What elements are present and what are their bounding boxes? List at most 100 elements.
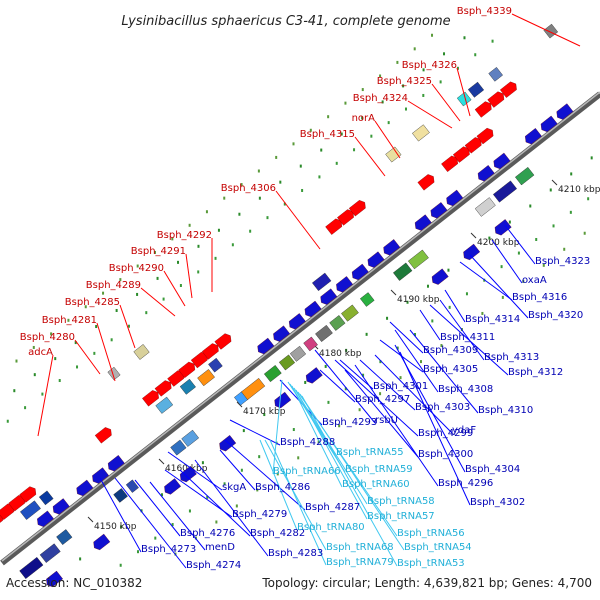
gene-feature	[263, 365, 282, 383]
gc-dot	[361, 116, 364, 120]
label-leader-line	[269, 439, 327, 566]
gc-dot	[345, 348, 348, 352]
label-leader-line	[272, 379, 283, 475]
gc-dot	[240, 183, 243, 187]
gc-dot	[258, 455, 261, 459]
forward-gene-arrow	[417, 174, 435, 191]
reverse-gene-arrow	[37, 510, 54, 527]
gc-dot	[365, 332, 368, 336]
reverse-gene-arrow	[556, 103, 574, 120]
label-leader-line	[456, 67, 471, 117]
gc-dot	[413, 47, 416, 51]
label-leader-line	[96, 322, 116, 382]
label-leader-line	[469, 254, 529, 319]
feature-label: Bsph_4300	[418, 449, 473, 460]
gc-dot	[563, 247, 566, 251]
gene-feature	[208, 357, 223, 373]
gene-feature	[133, 344, 150, 360]
gc-dot	[500, 265, 503, 269]
forward-gene-arrow	[476, 127, 494, 145]
gene-feature	[38, 490, 54, 506]
feature-label: Bsph_4288	[280, 437, 335, 448]
gc-dot	[353, 148, 356, 152]
reverse-gene-arrow	[494, 219, 512, 236]
gc-dot	[33, 373, 36, 377]
gc-dot	[235, 504, 238, 508]
feature-label: Bsph_4305	[423, 364, 478, 375]
gc-dot	[179, 284, 182, 287]
gc-dot	[119, 278, 122, 282]
gc-dot	[481, 311, 484, 315]
reverse-gene-arrow	[288, 313, 306, 330]
reverse-gene-arrow	[351, 263, 369, 281]
gc-dot	[340, 132, 343, 136]
gc-dot	[370, 134, 373, 138]
feature-label: ydaF	[452, 425, 476, 436]
label-leader-line	[299, 393, 405, 551]
gene-feature	[39, 543, 61, 563]
forward-gene-arrow	[464, 137, 482, 154]
gc-dot	[140, 509, 143, 513]
gc-dot	[426, 284, 429, 288]
gc-dot	[344, 387, 347, 391]
gc-dot	[529, 204, 532, 208]
gc-dot	[335, 161, 338, 165]
label-leader-line	[511, 13, 581, 47]
gc-dot	[256, 488, 259, 492]
feature-label: Bsph_4306	[221, 183, 276, 194]
forward-gene-arrow	[325, 218, 343, 235]
gc-dot	[41, 392, 44, 396]
feature-label: Bsph_4281	[42, 315, 97, 326]
reverse-gene-arrow	[525, 128, 542, 145]
label-leader-line	[409, 329, 479, 414]
gc-dot	[127, 324, 130, 328]
gc-dot	[95, 325, 98, 329]
gc-dot	[387, 121, 390, 125]
gene-feature	[113, 488, 128, 503]
gc-dot	[102, 291, 105, 295]
gc-dot	[448, 305, 451, 309]
gc-dot	[456, 66, 459, 70]
feature-label: Bsph_4310	[478, 405, 533, 416]
label-leader-line	[114, 477, 187, 569]
feature-label: Bsph_4289	[86, 280, 141, 291]
label-leader-line	[419, 309, 441, 341]
gene-feature	[107, 366, 121, 381]
feature-label: Bsph_4313	[484, 352, 539, 363]
forward-gene-arrow	[499, 81, 517, 98]
feature-label: skgA	[222, 482, 246, 493]
label-leader-line	[119, 304, 136, 349]
feature-label: Bsph_tRNA79	[326, 557, 394, 568]
gc-dot	[115, 308, 118, 312]
gc-dot	[447, 268, 450, 272]
gc-dot	[279, 180, 282, 184]
gc-dot	[162, 297, 165, 301]
gene-feature	[56, 529, 73, 545]
feature-label: Bsph_4311	[440, 332, 495, 343]
reverse-gene-arrow	[107, 455, 125, 472]
gc-dot	[214, 256, 217, 260]
gene-feature	[315, 324, 333, 342]
gc-dot	[153, 250, 156, 254]
label-leader-line	[359, 359, 416, 411]
gene-feature	[393, 262, 413, 281]
gc-dot	[318, 175, 321, 179]
gc-dot	[79, 557, 82, 561]
forward-gene-arrow	[214, 333, 232, 350]
feature-label: Bsph_4274	[186, 560, 241, 571]
label-leader-line	[134, 479, 181, 537]
genome-backbone	[0, 91, 600, 566]
gc-dot	[440, 344, 443, 348]
reverse-gene-arrow	[367, 251, 385, 268]
gc-dot	[242, 429, 245, 433]
feature-label: Bsph_4293	[322, 417, 377, 428]
reverse-gene-arrow	[257, 337, 275, 355]
gc-dot	[223, 482, 226, 486]
feature-label: Bsph_4316	[512, 292, 567, 303]
reverse-gene-arrow	[305, 367, 323, 384]
genome-summary-text: Topology: circular; Length: 4,639,821 bp…	[262, 576, 592, 590]
gc-dot	[406, 300, 409, 304]
tick-label: 4150 kbp	[94, 522, 137, 532]
gc-dot	[24, 406, 27, 410]
gc-dot	[379, 360, 382, 364]
